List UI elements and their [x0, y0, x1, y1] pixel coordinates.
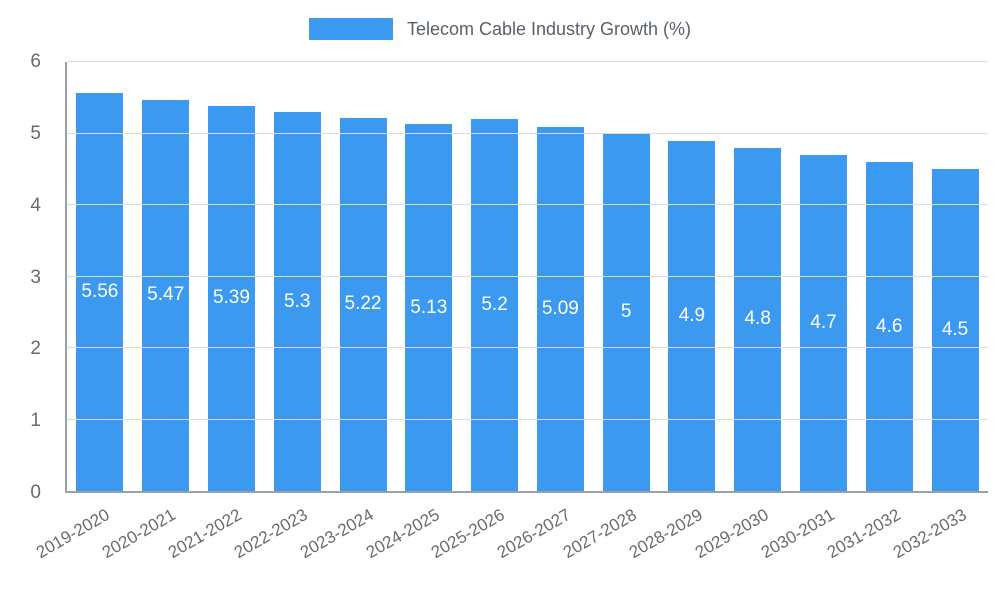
- bar-value-label: 5.13: [410, 296, 448, 318]
- y-axis-tick-label: 1: [30, 410, 41, 432]
- bar: 5.39: [207, 105, 255, 491]
- bar-value-label: 5.56: [81, 281, 119, 303]
- bar-value-label: 4.5: [941, 319, 969, 341]
- y-axis-tick-label: 5: [30, 122, 41, 144]
- bar-value-label: 4.8: [744, 308, 771, 330]
- y-axis-tick-label: 3: [30, 266, 41, 288]
- gridline: [67, 347, 988, 349]
- bar: 4.9: [668, 140, 716, 491]
- plot-area: 5.56 5.47 5.39 5.3 5.22 5.13 5.2 5.09 5 4.9 4.8 4.7…: [65, 61, 988, 493]
- bar: 5.2: [471, 119, 519, 491]
- legend-swatch: [308, 18, 393, 40]
- chart-legend: Telecom Cable Industry Growth (%): [0, 16, 1000, 42]
- bar: 5: [602, 133, 650, 491]
- bar-value-label: 4.6: [876, 315, 903, 337]
- bar: 5.56: [76, 93, 124, 491]
- bar: 4.8: [734, 147, 782, 491]
- bar: 4.6: [865, 162, 913, 491]
- bar-value-label: 5: [620, 301, 632, 323]
- bar: 5.13: [405, 124, 453, 491]
- bar-value-label: 5.22: [344, 293, 382, 315]
- y-axis-tick-label: 0: [30, 482, 41, 503]
- gridline: [67, 132, 988, 134]
- x-axis: 2019-2020 2020-2021 2021-2022 2022-2023 2023…: [33, 493, 988, 600]
- y-axis-tick-label: 4: [30, 194, 41, 216]
- gridline: [67, 61, 988, 62]
- bar-value-label: 5.39: [212, 287, 250, 309]
- bar-value-label: 5.2: [481, 294, 508, 316]
- bar: 4.7: [799, 154, 847, 491]
- x-axis-tick-label: 2019-2020: [32, 505, 113, 563]
- legend-label: Telecom Cable Industry Growth (%): [406, 18, 692, 39]
- gridline: [67, 418, 988, 420]
- gridline: [67, 204, 988, 206]
- gridline: [67, 275, 988, 277]
- bar: 5.3: [273, 112, 321, 491]
- bar: 4.5: [931, 169, 979, 491]
- bar: 5.47: [142, 99, 190, 491]
- bars: 5.56 5.47 5.39 5.3 5.22 5.13 5.2 5.09 5 4.9 4.8 4.7…: [67, 62, 988, 491]
- y-axis-tick-label: 2: [30, 338, 41, 360]
- bar: 5.09: [536, 127, 584, 491]
- bar-value-label: 4.7: [810, 311, 837, 333]
- y-axis-tick-label: 6: [30, 51, 41, 72]
- bar: 5.22: [339, 117, 387, 491]
- bar-value-label: 5.09: [541, 298, 579, 320]
- bar-value-label: 5.3: [284, 290, 311, 312]
- bar-value-label: 5.47: [147, 284, 185, 306]
- y-axis: 0 1 2 3 4 5 6: [0, 51, 55, 503]
- bar-value-label: 4.9: [678, 304, 706, 326]
